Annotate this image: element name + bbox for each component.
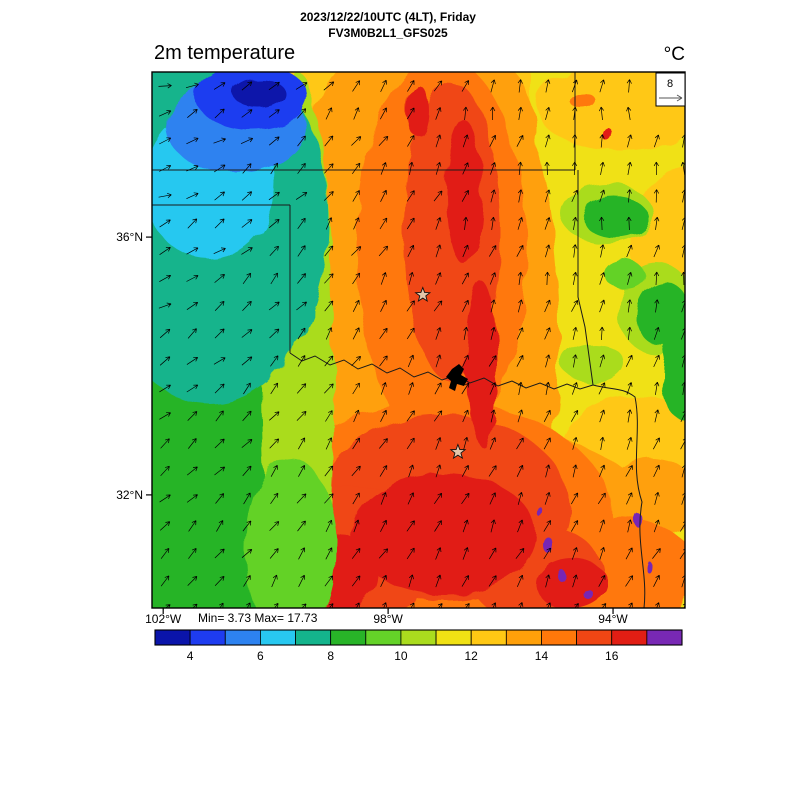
colorbar-segment bbox=[154, 629, 191, 646]
minmax-stats-label: Min= 3.73 Max= 17.73 bbox=[198, 611, 318, 625]
plot-title: 2m temperature bbox=[154, 42, 296, 64]
colorbar-tick-label: 16 bbox=[605, 649, 619, 663]
colorbar-segment bbox=[646, 629, 683, 646]
lon-tick-label: 98°W bbox=[373, 612, 403, 626]
colorbar-segment bbox=[435, 629, 472, 646]
map-frame bbox=[151, 71, 686, 609]
colorbar-segment bbox=[470, 629, 507, 646]
lon-tick-label: 102°W bbox=[145, 612, 182, 626]
state-borders bbox=[152, 72, 646, 608]
wind-vectors bbox=[158, 79, 685, 608]
colorbar-tick-label: 14 bbox=[534, 649, 549, 663]
colorbar-tick-label: 10 bbox=[394, 649, 408, 663]
lon-tick-label: 94°W bbox=[598, 612, 628, 626]
colorbar-tick-label: 8 bbox=[327, 649, 334, 663]
wind-reference-arrow-icon bbox=[659, 94, 683, 102]
colorbar bbox=[154, 629, 683, 646]
colorbar-segment bbox=[189, 629, 226, 646]
colorbar-segment bbox=[365, 629, 402, 646]
datetime-title: 2023/12/22/10UTC (4LT), Friday bbox=[300, 10, 476, 24]
colorbar-segment bbox=[505, 629, 542, 646]
colorbar-tick-label: 4 bbox=[186, 649, 194, 663]
colorbar-segment bbox=[224, 629, 261, 646]
colorbar-segment bbox=[295, 629, 332, 646]
model-run-title: FV3M0B2L1_GFS025 bbox=[328, 26, 448, 40]
star-marker bbox=[414, 286, 432, 303]
lake-texoma bbox=[446, 364, 468, 391]
colorbar-tick-label: 6 bbox=[257, 649, 264, 663]
lat-tick-label: 36°N bbox=[116, 230, 143, 245]
colorbar-segment bbox=[259, 629, 296, 646]
colorbar-segment bbox=[541, 629, 577, 646]
colorbar-tick-label: 12 bbox=[464, 649, 478, 663]
lat-tick-label: 32°N bbox=[116, 487, 143, 502]
star-marker bbox=[449, 443, 467, 460]
colorbar-segment bbox=[330, 629, 367, 646]
colorbar-segment bbox=[400, 629, 437, 646]
wind-reference-value: 8 bbox=[667, 78, 673, 90]
wind-reference-legend: 8 bbox=[655, 72, 686, 107]
colorbar-segment bbox=[611, 629, 648, 646]
units-label: °C bbox=[663, 44, 685, 65]
colorbar-segment bbox=[576, 629, 613, 646]
temperature-field bbox=[152, 72, 685, 608]
